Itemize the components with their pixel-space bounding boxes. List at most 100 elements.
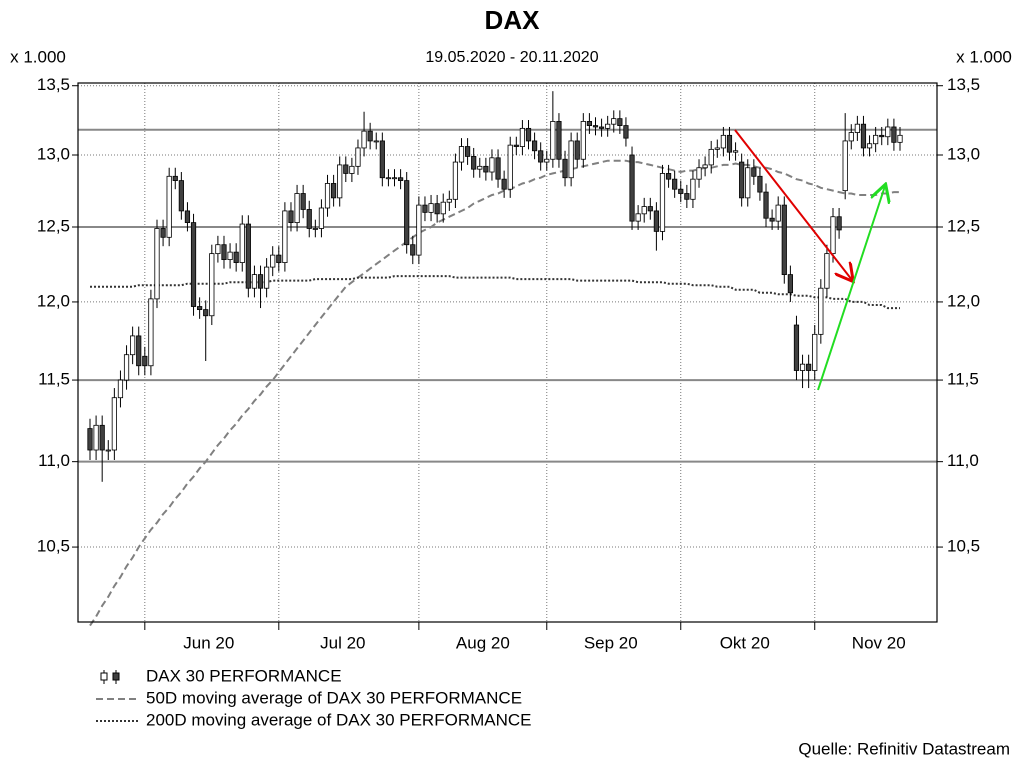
candle-body: [215, 244, 221, 255]
candle-body: [251, 274, 258, 289]
candle-body: [812, 333, 818, 371]
candle-body: [684, 193, 690, 200]
candle-body: [836, 216, 842, 231]
candle-body: [300, 193, 306, 210]
candle-body: [653, 210, 659, 232]
candle-body: [885, 126, 891, 138]
candle-body: [787, 274, 793, 294]
candle-body: [227, 251, 233, 260]
legend-icon: [112, 672, 120, 681]
candle-body: [635, 213, 641, 222]
candle-body: [702, 164, 708, 169]
candle-body: [726, 134, 733, 153]
candle-body: [897, 134, 903, 143]
candle-body: [257, 274, 264, 289]
candle-body: [568, 140, 574, 179]
candle-body: [617, 118, 623, 126]
y2-unit-label: x 1.000: [956, 47, 1012, 66]
y2-tick-label: 12,5: [947, 216, 980, 235]
candle-body: [142, 355, 148, 367]
candle-body: [373, 140, 379, 143]
candle-body: [410, 244, 416, 256]
candle-body: [641, 206, 647, 215]
candle-body: [507, 144, 513, 190]
candle-body: [337, 164, 343, 199]
candle-body: [806, 363, 812, 371]
candle-body: [708, 148, 714, 166]
candle-body: [264, 266, 270, 289]
candle-body: [111, 397, 117, 451]
candle-body: [586, 121, 592, 126]
candle-body: [665, 173, 672, 180]
candle-body: [495, 157, 501, 180]
trend-arrow-down: [734, 129, 852, 280]
candle-body: [416, 204, 422, 256]
candle-body: [245, 223, 251, 289]
plot-area: 10,5 10,5 11,0 11,0 11,5 11,5 12,0 12,0 12,5 12,5…: [37, 75, 980, 652]
candle-body: [276, 254, 282, 263]
candle-body: [355, 147, 361, 167]
candle-body: [489, 157, 495, 173]
candle-body: [824, 253, 830, 289]
candle-body: [556, 121, 562, 160]
candle-body: [647, 206, 653, 212]
candle-body: [464, 146, 471, 157]
candle-body: [471, 156, 477, 170]
candle-body: [391, 177, 398, 180]
x-tick-label: Okt 20: [720, 633, 770, 652]
candle-body: [428, 203, 434, 213]
y-tick-label: 10,5: [37, 537, 70, 556]
candle-body: [209, 253, 215, 317]
candle-body: [477, 165, 483, 170]
candle-body: [842, 140, 848, 192]
y-tick-label: 12,0: [37, 291, 70, 310]
candle-body: [367, 130, 373, 142]
candle-body: [550, 121, 556, 160]
x-tick-label: Aug 20: [456, 633, 510, 652]
candle-body: [763, 191, 769, 219]
candle-body: [848, 132, 854, 142]
candle-body: [136, 335, 142, 367]
candle-body: [501, 178, 507, 190]
candle-body: [818, 287, 824, 335]
candle-body: [592, 125, 599, 128]
candle-body: [605, 123, 611, 129]
candle-body: [531, 140, 538, 152]
candle-body: [270, 254, 276, 268]
candle-body: [306, 209, 312, 229]
candle-body: [538, 150, 544, 163]
candle-body: [714, 147, 720, 150]
candle-body: [294, 193, 300, 223]
y2-tick-label: 10,5: [947, 537, 980, 556]
legend-label: DAX 30 PERFORMANCE: [146, 666, 342, 685]
x-tick-label: Jun 20: [183, 633, 234, 652]
candle-body: [513, 144, 519, 147]
legend-label: 200D moving average of DAX 30 PERFORMANC…: [146, 710, 532, 729]
candle-body: [745, 167, 751, 199]
candle-body: [282, 210, 288, 263]
candle-body: [160, 228, 166, 238]
candle-body: [623, 125, 629, 139]
y2-tick-label: 12,0: [947, 291, 980, 310]
candle-body: [574, 140, 580, 160]
candle-body: [221, 244, 227, 260]
chart-subtitle: 19.05.2020 - 20.11.2020: [425, 49, 598, 66]
candle-body: [288, 210, 294, 223]
candle-body: [117, 379, 124, 399]
candle-body: [525, 127, 532, 142]
y-tick-label: 11,0: [38, 451, 70, 470]
candle-body: [404, 180, 410, 246]
x-tick-label: Sep 20: [584, 633, 638, 652]
y-tick-label: 13,5: [37, 75, 70, 94]
legend-icon: [100, 672, 108, 681]
candle-body: [519, 127, 526, 147]
candle-body: [659, 173, 666, 232]
candle-body: [781, 204, 787, 276]
candle-body: [312, 228, 318, 230]
candle-body: [860, 123, 867, 149]
trend-arrow-up: [817, 186, 885, 391]
candle-body: [324, 183, 331, 209]
candle-body: [203, 309, 209, 317]
candle-body: [544, 158, 550, 163]
candle-body: [154, 228, 160, 300]
